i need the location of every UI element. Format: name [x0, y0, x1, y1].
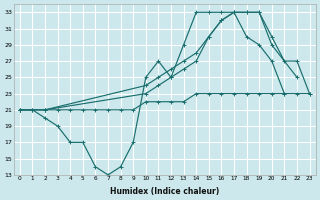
- X-axis label: Humidex (Indice chaleur): Humidex (Indice chaleur): [110, 187, 219, 196]
